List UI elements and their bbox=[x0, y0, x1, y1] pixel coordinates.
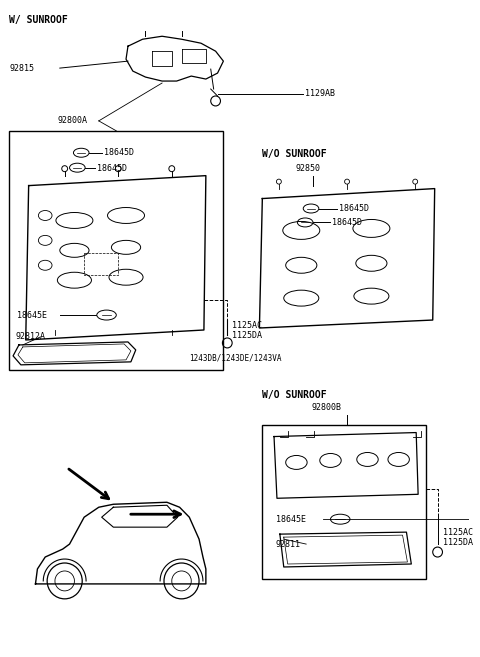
Text: 1125DA: 1125DA bbox=[232, 332, 262, 340]
Text: 18645E: 18645E bbox=[17, 311, 47, 319]
Bar bbox=[9, 131, 223, 370]
Text: 1129AB: 1129AB bbox=[305, 89, 335, 99]
Text: 18645D: 18645D bbox=[333, 218, 362, 227]
Text: 92811: 92811 bbox=[276, 539, 301, 549]
Text: 18645D: 18645D bbox=[339, 204, 369, 213]
Text: 18645E: 18645E bbox=[276, 514, 306, 524]
Text: 18645D: 18645D bbox=[97, 164, 127, 173]
Text: 92815: 92815 bbox=[9, 64, 34, 73]
Text: 1125AC: 1125AC bbox=[444, 528, 473, 537]
Text: 1125DA: 1125DA bbox=[444, 537, 473, 547]
Text: W/ SUNROOF: W/ SUNROOF bbox=[9, 15, 68, 26]
Text: W/O SUNROOF: W/O SUNROOF bbox=[263, 390, 327, 399]
Text: 92812A: 92812A bbox=[15, 332, 45, 342]
Text: W/O SUNROOF: W/O SUNROOF bbox=[263, 148, 327, 159]
Text: 18645D: 18645D bbox=[104, 148, 133, 157]
Text: 92850: 92850 bbox=[296, 164, 321, 173]
Text: 1243DB/1243DE/1243VA: 1243DB/1243DE/1243VA bbox=[189, 353, 282, 363]
Bar bbox=[263, 424, 426, 579]
Text: 92800B: 92800B bbox=[311, 403, 341, 412]
Text: 92800A: 92800A bbox=[58, 116, 88, 125]
Text: 1125AC: 1125AC bbox=[232, 321, 262, 330]
